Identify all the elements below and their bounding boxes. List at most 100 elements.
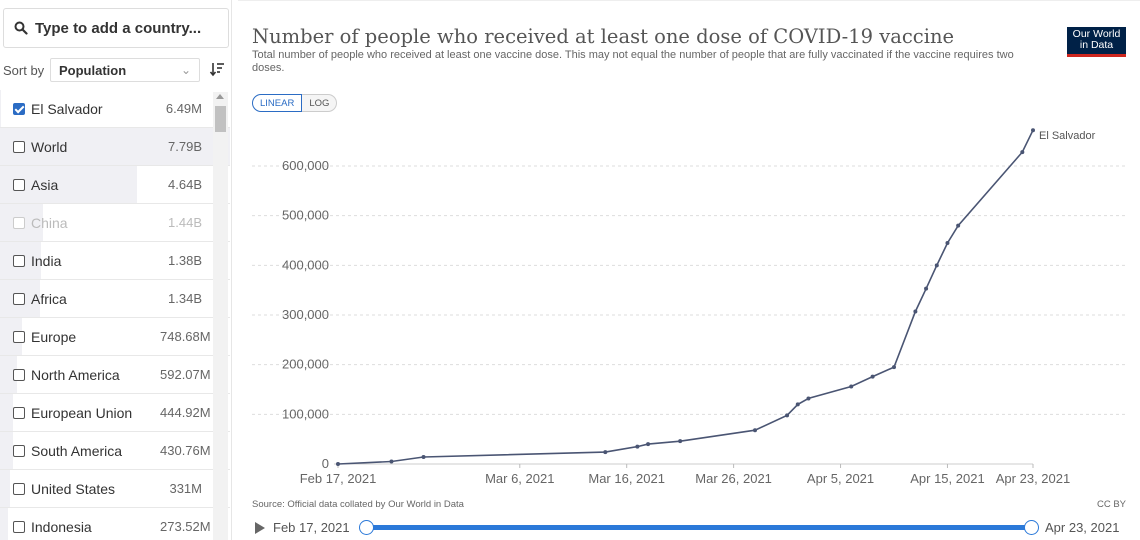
country-population: 748.68M	[160, 329, 211, 344]
country-checkbox[interactable]	[13, 292, 25, 305]
country-population: 444.92M	[160, 405, 211, 420]
country-list: El Salvador 6.49M World 7.79B Asia 4.64B China…	[0, 90, 230, 540]
x-tick-label: Feb 17, 2021	[300, 471, 377, 486]
country-row[interactable]: Africa 1.34B	[0, 280, 230, 318]
data-point	[785, 413, 790, 418]
x-tick-label: Mar 6, 2021	[485, 471, 554, 486]
chart-panel: 0 100,000 200,000 300,000 400,000 500,000 600,…	[238, 0, 1140, 540]
play-icon[interactable]	[255, 522, 265, 534]
country-population: 6.49M	[165, 101, 202, 116]
country-row[interactable]: India 1.38B	[0, 242, 230, 280]
chart-subtitle: Total number of people who received at l…	[252, 49, 1014, 74]
data-point	[892, 365, 896, 370]
country-search-input[interactable]: Type to add a country...	[3, 8, 229, 48]
data-point	[678, 439, 683, 444]
owid-logo[interactable]: Our World in Data	[1067, 27, 1126, 57]
timeline-start-label: Feb 17, 2021	[273, 520, 350, 535]
country-population: 273.52M	[160, 519, 211, 534]
logo-line-1: Our World	[1072, 28, 1121, 40]
country-name: India	[31, 252, 62, 269]
country-checkbox[interactable]	[13, 178, 25, 191]
y-tick-label: 500,000	[282, 208, 329, 223]
chart-title: Number of people who received at least o…	[252, 25, 955, 48]
country-row[interactable]: European Union 444.92M	[0, 394, 230, 432]
country-row[interactable]: El Salvador 6.49M	[0, 90, 230, 128]
linear-scale-button[interactable]: LINEAR	[252, 94, 303, 112]
list-scrollbar[interactable]	[213, 92, 228, 540]
country-checkbox[interactable]	[13, 368, 25, 381]
population-bar	[0, 318, 23, 355]
country-name: Europe	[31, 328, 77, 345]
data-point	[753, 428, 757, 433]
data-point	[646, 442, 651, 447]
country-population: 1.34B	[168, 291, 202, 306]
data-point	[806, 396, 811, 401]
timeline-start-handle[interactable]	[359, 520, 374, 535]
country-population: 592.07M	[160, 367, 211, 382]
data-point	[1020, 150, 1025, 155]
y-tick-label: 200,000	[282, 357, 329, 372]
y-tick-label: 0	[322, 456, 329, 471]
chart-canvas: 0 100,000 200,000 300,000 400,000 500,000 600,…	[252, 128, 1128, 486]
population-bar	[0, 508, 9, 540]
country-checkbox[interactable]	[13, 216, 25, 229]
country-row[interactable]: North America 592.07M	[0, 356, 230, 394]
x-tick-label: Apr 5, 2021	[807, 471, 874, 486]
country-sidebar: Type to add a country... Sort by Populat…	[0, 0, 232, 540]
country-name: World	[31, 138, 68, 155]
sort-select[interactable]: Population ⌄	[50, 58, 200, 82]
data-point	[389, 459, 394, 464]
country-row[interactable]: Asia 4.64B	[0, 166, 230, 204]
country-name: Africa	[31, 290, 67, 307]
country-population: 4.64B	[168, 177, 202, 192]
population-bar	[0, 470, 10, 507]
country-name: El Salvador	[31, 100, 103, 117]
country-row[interactable]: China 1.44B	[0, 204, 230, 242]
search-icon	[14, 21, 28, 35]
country-row[interactable]: Europe 748.68M	[0, 318, 230, 356]
population-bar	[0, 394, 14, 431]
country-row[interactable]: United States 331M	[0, 470, 230, 508]
log-scale-button[interactable]: LOG	[302, 94, 338, 112]
scale-toggle: LINEAR LOG	[252, 94, 338, 112]
country-population: 7.79B	[168, 139, 202, 154]
search-placeholder: Type to add a country...	[35, 19, 202, 37]
country-row[interactable]: Indonesia 273.52M	[0, 508, 230, 540]
country-checkbox[interactable]	[13, 254, 25, 267]
x-tick-label: Mar 26, 2021	[695, 471, 772, 486]
country-checkbox[interactable]	[13, 520, 25, 533]
country-population: 1.38B	[168, 253, 202, 268]
sort-controls: Sort by Population ⌄	[0, 57, 232, 83]
license-link[interactable]: CC BY	[1096, 499, 1126, 510]
sort-label: Sort by	[3, 62, 45, 78]
timeline-end-label: Apr 23, 2021	[1045, 520, 1120, 535]
country-name: United States	[31, 480, 116, 497]
country-checkbox[interactable]	[13, 444, 25, 457]
y-tick-label: 300,000	[282, 307, 329, 322]
country-name: China	[31, 214, 68, 231]
country-checkbox[interactable]	[13, 102, 25, 115]
country-row[interactable]: South America 430.76M	[0, 432, 230, 470]
data-point	[795, 402, 800, 407]
scroll-up-icon[interactable]	[216, 94, 224, 99]
timeline-end-handle[interactable]	[1024, 520, 1039, 535]
country-name: Asia	[31, 176, 59, 193]
country-population: 430.76M	[160, 443, 211, 458]
data-point	[635, 444, 640, 449]
country-checkbox[interactable]	[13, 330, 25, 343]
country-checkbox[interactable]	[13, 140, 25, 153]
x-tick-label: Mar 16, 2021	[588, 471, 665, 486]
source-note[interactable]: Source: Official data collated by Our Wo…	[252, 499, 464, 510]
sort-order-icon[interactable]	[209, 61, 225, 80]
scrollbar-thumb[interactable]	[215, 106, 226, 132]
sort-value: Population	[59, 62, 127, 78]
data-point	[870, 374, 875, 379]
country-row[interactable]: World 7.79B	[0, 128, 230, 166]
country-checkbox[interactable]	[13, 406, 25, 419]
timeline-track[interactable]	[365, 525, 1031, 530]
country-checkbox[interactable]	[13, 482, 25, 495]
data-point	[421, 455, 426, 460]
data-point	[945, 240, 950, 245]
data-point	[336, 462, 340, 466]
x-tick-label: Apr 23, 2021	[996, 471, 1070, 486]
